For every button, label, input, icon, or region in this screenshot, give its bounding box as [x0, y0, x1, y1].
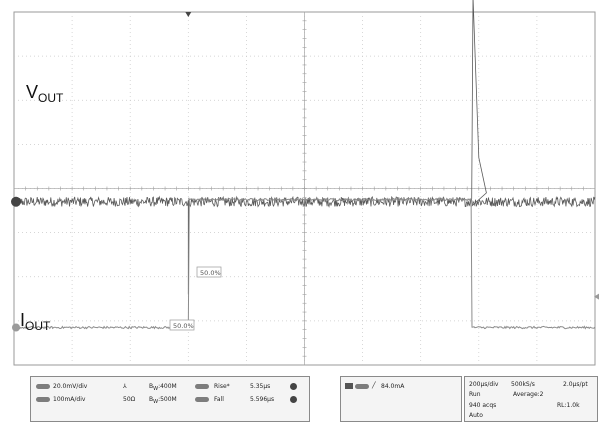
ch2-scale: 100mA/div [53, 396, 86, 403]
fall-value: 5.596μs [250, 396, 275, 403]
record-length: RL:1.0k [557, 402, 580, 409]
average-mode: Average:2 [513, 391, 544, 398]
iout-label-sub: OUT [25, 319, 51, 333]
trigger-level-icon[interactable] [594, 293, 599, 300]
iout-label-main: I [20, 310, 25, 330]
measurement-panel: Rise* 5.35μs Fall 5.596μs [190, 376, 310, 422]
ch1-bw-letter: B [149, 383, 154, 390]
acquisition-count: 940 acqs [469, 402, 497, 409]
ch1-ground-marker-icon[interactable] [11, 196, 21, 207]
ch2-bw-value: :500M [158, 396, 177, 403]
rise-chip [195, 384, 209, 389]
ch1-scale: 20.0mV/div [53, 383, 88, 390]
trigger-position-icon[interactable] [185, 12, 192, 17]
ch1-bandwidth: BW:400M [149, 383, 177, 392]
fall-label: Fall [214, 396, 224, 403]
trigger-mode: Auto [469, 412, 483, 419]
base-50-marker: 50.0% [173, 322, 194, 330]
fall-knob-icon[interactable] [290, 396, 297, 403]
ch2-bw-sub: W [153, 399, 159, 406]
ch2-chip [36, 397, 50, 402]
ch2-ground-marker-icon[interactable] [12, 323, 20, 332]
iout-trace [13, 197, 596, 330]
ch2-bw-letter: B [149, 396, 154, 403]
trigger-source-icon [345, 383, 353, 389]
ch1-chip [36, 384, 50, 389]
trigger-slope-icon: ╱ [372, 382, 376, 389]
ch2-impedance: 50Ω [123, 396, 136, 403]
iout-label: IOUT [20, 310, 51, 333]
graticule [13, 11, 596, 366]
trigger-chip [355, 384, 369, 389]
vout-label-main: V [26, 82, 38, 102]
rise-knob-icon[interactable] [290, 383, 297, 390]
sample-rate: 500kS/s [511, 381, 535, 388]
fall-chip [195, 397, 209, 402]
ch2-bandwidth: BW:500M [149, 396, 177, 405]
ch1-bw-sub: W [153, 386, 159, 393]
run-state: Run [469, 391, 481, 398]
rise-value: 5.35μs [250, 383, 271, 390]
ch1-bw-icon: ⅄ [123, 383, 127, 390]
ch1-bw-value: :400M [158, 383, 177, 390]
base-50-marker-box [169, 319, 195, 331]
timebase: 200μs/div [469, 381, 499, 388]
rise-50-marker-box [196, 266, 222, 278]
rise-50-marker: 50.0% [200, 269, 221, 277]
trigger-level: 84.0mA [381, 383, 405, 390]
vout-label: VOUT [26, 82, 64, 105]
rise-label: Rise* [214, 383, 230, 390]
vout-label-sub: OUT [38, 91, 64, 105]
point-spacing: 2.0μs/pt [563, 381, 588, 388]
trigger-panel: ╱ 84.0mA [340, 376, 462, 422]
acquisition-panel: 200μs/div 500kS/s 2.0μs/pt Run Average:2… [464, 376, 598, 422]
